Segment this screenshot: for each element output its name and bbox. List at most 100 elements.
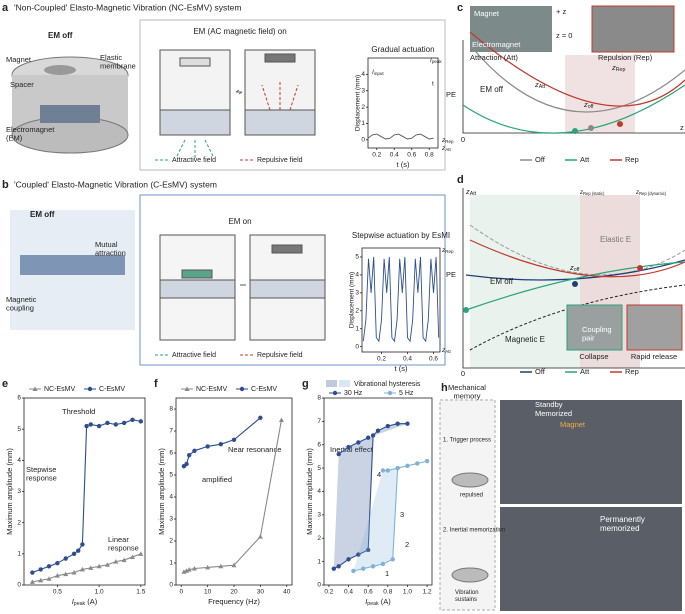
label: PE: [446, 270, 456, 279]
label-line: Elastic: [100, 53, 122, 62]
label-line: sustains: [455, 596, 477, 602]
label-line: memorized: [600, 524, 640, 533]
legend-marker: [184, 386, 190, 391]
marker: [38, 577, 44, 583]
marker: [30, 570, 35, 575]
marker: [46, 564, 52, 569]
y-tick-label: 7: [317, 418, 321, 425]
label: Attractive field: [172, 157, 216, 164]
x-tick-label: 10: [204, 589, 212, 596]
marker: [79, 566, 85, 572]
label-line: (EM): [6, 134, 23, 143]
label: EM (AC magnetic field) on: [193, 27, 286, 36]
plot-frame: [175, 397, 293, 586]
legend-label: Off: [535, 155, 546, 164]
label: b: [2, 179, 9, 191]
legend-marker: [387, 390, 393, 396]
label-sub: Att: [445, 147, 451, 152]
marker: [186, 453, 192, 458]
y-axis-label: Displacement (mm): [355, 75, 362, 131]
legend-title: Vibrational hysteresis: [354, 381, 421, 388]
marker: [29, 579, 35, 584]
label-sub: off: [588, 104, 594, 110]
marker: [356, 440, 361, 445]
label-sub: Att: [470, 191, 477, 197]
photo-rep: [591, 5, 675, 53]
y-tick-label: 0: [361, 137, 365, 144]
marker: [258, 415, 263, 420]
y-tick-label: 3: [169, 516, 173, 523]
marker: [186, 567, 192, 572]
marker: [218, 442, 224, 447]
marker: [71, 551, 77, 557]
x-axis-label: Ipeak (A): [72, 597, 98, 607]
marker: [138, 419, 144, 424]
x-tick-label: 0.6: [407, 152, 416, 159]
label: z = 0: [556, 31, 572, 40]
x-tick-label: 0.5: [53, 589, 62, 596]
annotation: amplified: [202, 475, 232, 484]
label-line: Mechanical: [448, 383, 486, 392]
label-line: coupling: [6, 304, 34, 313]
marker: [113, 559, 119, 564]
y-tick-label: 4: [169, 494, 173, 501]
y-tick-label: 5: [17, 426, 21, 433]
marker: [63, 556, 68, 561]
marker: [375, 428, 381, 433]
marker: [278, 417, 284, 422]
label-sub: peak: [432, 59, 443, 64]
marker: [55, 560, 60, 566]
annotation: Stepwise response: [26, 465, 57, 483]
legend-label: Att: [580, 155, 590, 164]
y-tick-label: 1: [355, 325, 359, 332]
annotation: Ipeak: [430, 57, 442, 64]
label-line: memory: [453, 392, 480, 401]
label-sub: Rep (dynamic): [639, 191, 667, 196]
label: Spacer: [10, 80, 34, 89]
series-line: [333, 423, 408, 570]
label: h: [441, 382, 448, 394]
x-axis-label: t (s): [397, 160, 410, 169]
series-line: [183, 417, 261, 467]
y-tick-label: 6: [17, 395, 21, 402]
photo-collapse: [566, 304, 623, 351]
electromagnet: [40, 105, 100, 123]
label-sub: Att: [445, 349, 451, 354]
label: Standby: [535, 400, 563, 409]
label: Mechanical memory: [448, 383, 486, 401]
y-tick-label: 5: [355, 254, 359, 261]
x-tick-label: 0.4: [344, 589, 353, 596]
marker: [105, 420, 110, 426]
label-sub: Rep: [445, 249, 454, 254]
marker: [231, 562, 237, 568]
label: Repulsion (Rep): [598, 53, 653, 62]
y-axis-label: Maximum amplitude (mm): [157, 448, 166, 535]
marker: [218, 563, 224, 569]
label-line: Electromagnet: [6, 125, 55, 134]
x-tick-label: 0.4: [403, 356, 412, 363]
annotation: zRep: [441, 247, 454, 254]
y-tick-label: 1: [361, 120, 365, 127]
label-main: z: [583, 100, 588, 109]
min-point: [637, 265, 643, 271]
annotation: 2: [405, 540, 409, 549]
field-lines-a: [155, 80, 299, 161]
series-line: [32, 419, 141, 574]
min-point: [572, 281, 578, 287]
label: PE: [446, 90, 456, 99]
curve-att: [462, 84, 685, 134]
y-tick-label: 3: [17, 488, 21, 495]
annotation: zAtt: [441, 145, 452, 152]
label-main: I: [365, 597, 367, 606]
label: EM off: [480, 85, 504, 94]
marker: [380, 468, 386, 473]
x-axis-label: t (s): [395, 364, 408, 373]
y-axis-label: Maximum amplitude (mm): [305, 448, 314, 535]
legend-swatch: [326, 380, 337, 387]
marker: [121, 557, 127, 563]
label: Elastic E: [600, 235, 631, 244]
y-tick-label: 6: [169, 450, 173, 457]
marker: [370, 433, 376, 438]
legend-label: C-EsMV: [251, 386, 277, 393]
label: Magnet: [6, 55, 32, 64]
